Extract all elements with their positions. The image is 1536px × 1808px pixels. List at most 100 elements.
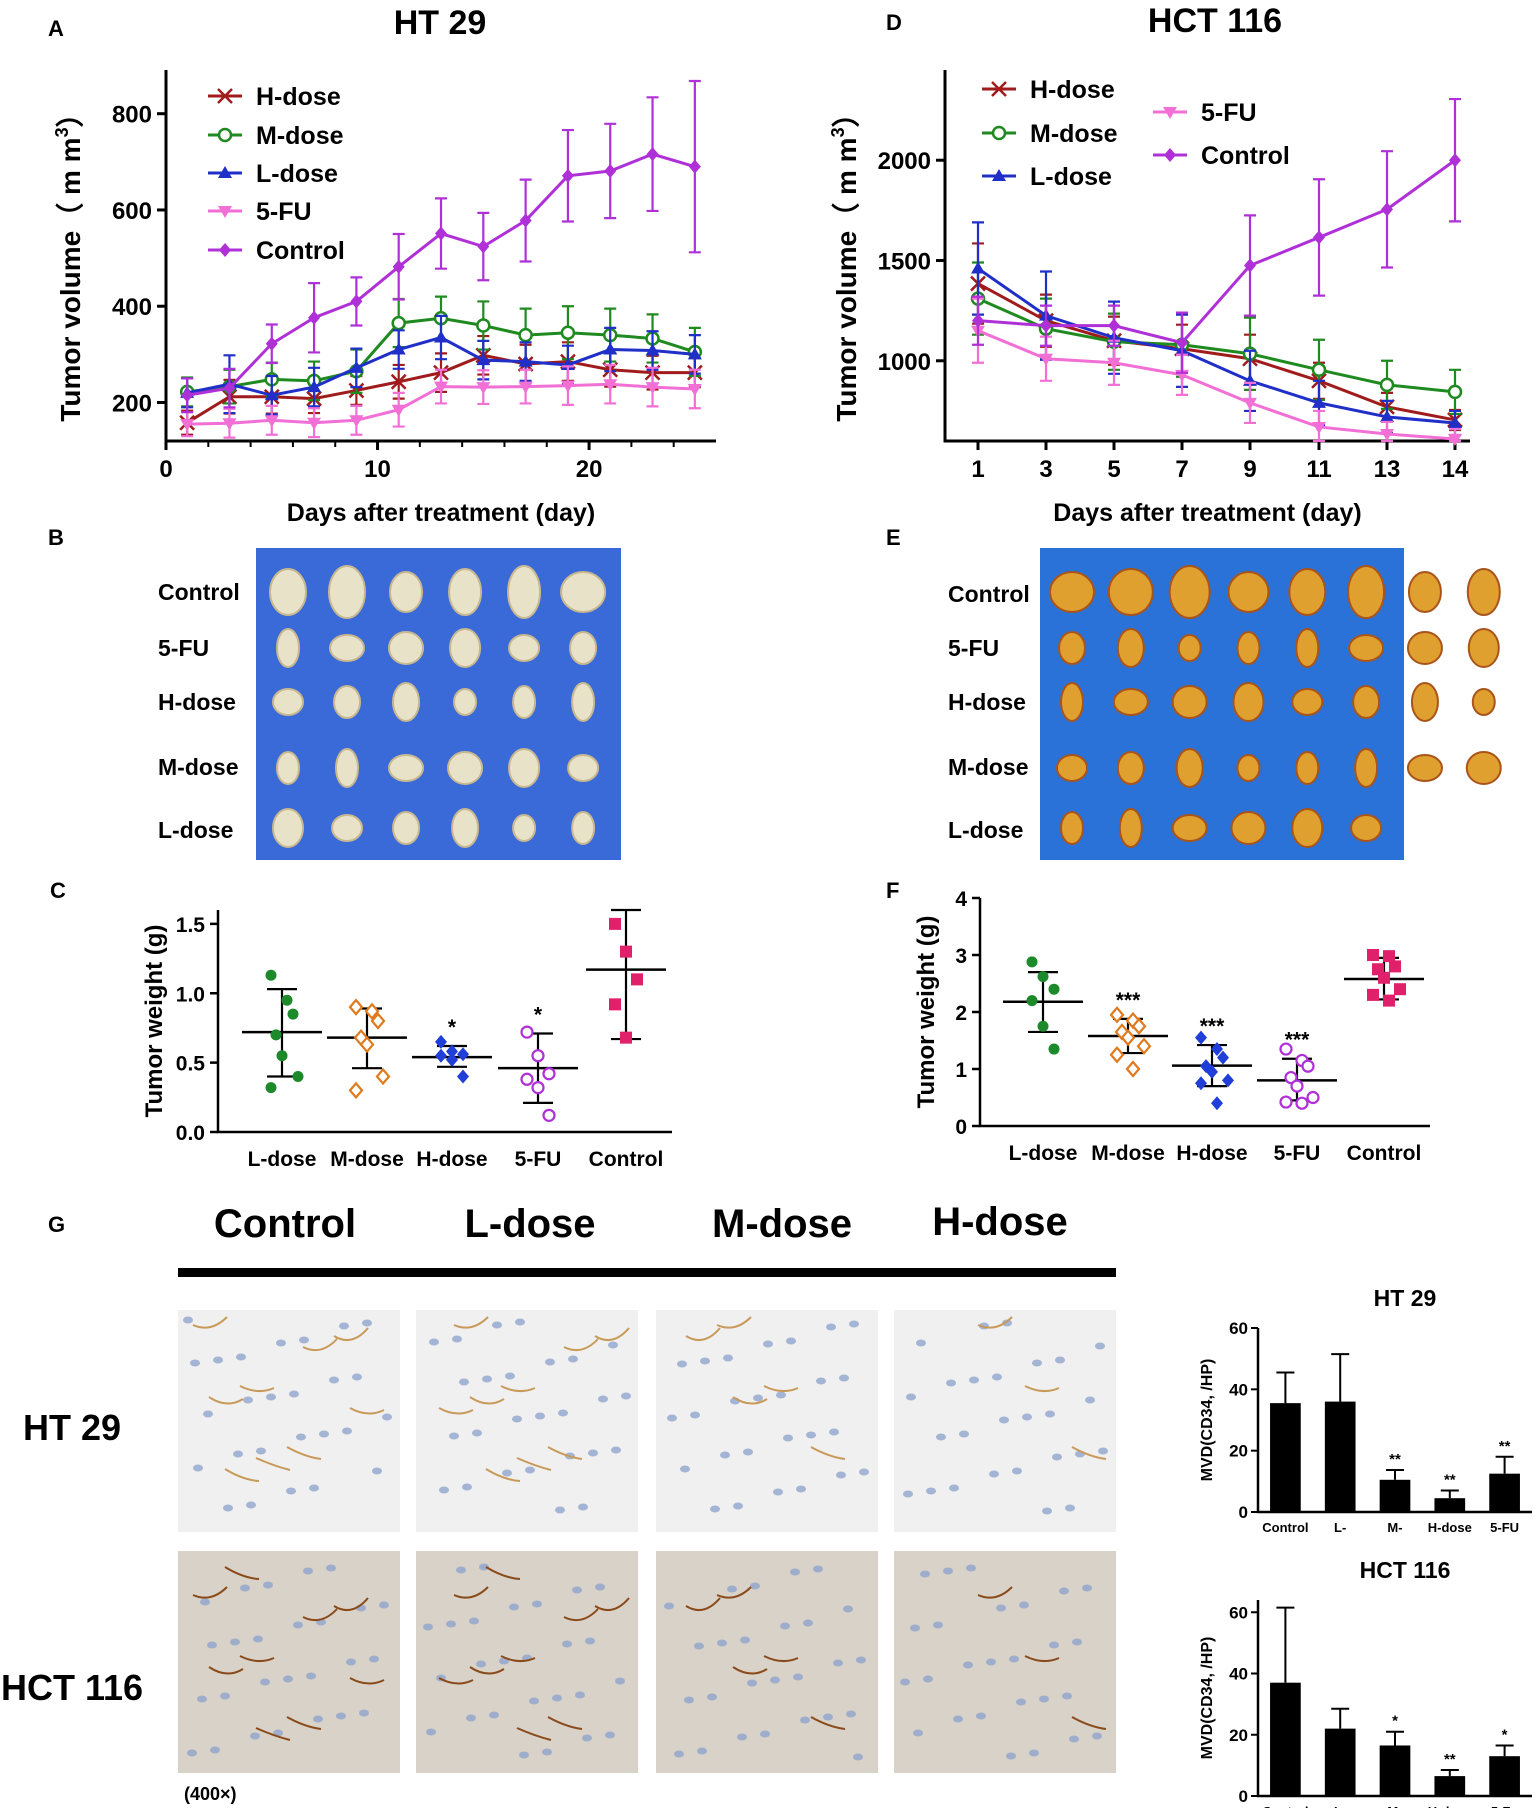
cell-nucleus — [263, 1581, 273, 1589]
cell-nucleus — [976, 1712, 986, 1720]
cell-nucleus — [727, 1585, 737, 1593]
data-point — [1222, 1073, 1234, 1088]
axis-lines — [943, 70, 1470, 443]
tumor-specimen — [1112, 688, 1149, 716]
tumor-specimen — [276, 751, 300, 785]
cell-nucleus — [346, 1658, 356, 1666]
cd34-vessel — [239, 1385, 275, 1392]
data-point — [531, 1080, 545, 1095]
group-m-dose — [327, 998, 407, 1100]
b-row-label: L-dose — [158, 817, 233, 843]
cell-nucleus — [697, 1747, 707, 1755]
cell-nucleus — [505, 1372, 515, 1380]
series-control — [972, 97, 1461, 374]
cell-nucleus — [750, 1582, 760, 1590]
panel-e: Control 5-FU H-dose M-dose L-dose — [948, 548, 1502, 860]
cell-nucleus — [700, 1357, 710, 1365]
tumor-specimen — [329, 634, 366, 662]
x-tick-label: 11 — [1306, 456, 1331, 483]
cell-nucleus — [423, 1623, 433, 1631]
data-point — [1306, 1090, 1320, 1105]
y-tick-label: 2000 — [878, 148, 931, 175]
data-point — [1448, 433, 1462, 446]
e-row-label: M-dose — [948, 754, 1029, 780]
tumor-specimen — [560, 571, 607, 613]
y-tick-label: 0 — [1239, 1787, 1248, 1806]
cell-nucleus — [187, 1749, 197, 1757]
b-row-label: H-dose — [158, 689, 236, 715]
tumor-specimen — [1232, 682, 1265, 722]
chart-g-hct116-mvd: HCT 116 0 20 40 60 MVD(CD34, /HP) Control L- * M-… — [1199, 1557, 1532, 1808]
data-point — [620, 1031, 632, 1044]
cell-nucleus — [585, 1637, 595, 1645]
cell-nucleus — [342, 1427, 352, 1435]
cd34-vessel — [594, 1597, 630, 1612]
cell-nucleus — [786, 1337, 796, 1345]
y-axis-label-superscript: 3 — [52, 127, 72, 137]
cell-nucleus — [760, 1730, 770, 1738]
ht29-tumor-specimens — [269, 565, 607, 848]
cd34-vessel — [469, 1396, 505, 1405]
x-tick-label: L-dose — [1009, 1142, 1078, 1165]
e-row-label: Control — [948, 581, 1030, 607]
group-m-dose: *** — [1088, 989, 1168, 1078]
data-point — [457, 1047, 469, 1062]
data-point — [348, 998, 364, 1016]
tumor-specimen — [1116, 628, 1145, 668]
y-tick-label: 0 — [955, 1116, 967, 1139]
cd34-vessel — [732, 1666, 768, 1675]
cell-nucleus — [595, 1583, 605, 1591]
bar — [1379, 1479, 1411, 1512]
x-tick-label: M- — [1387, 1520, 1402, 1535]
bar — [1489, 1756, 1520, 1796]
cell-nucleus — [572, 1586, 582, 1594]
x-tick-label: 13 — [1374, 456, 1401, 483]
cell-nucleus — [966, 1564, 976, 1572]
cell-nucleus — [853, 1753, 863, 1761]
tumor-specimen — [512, 685, 537, 719]
legend-marker — [218, 166, 232, 178]
data-point — [264, 388, 279, 401]
data-point — [181, 388, 194, 403]
g-header-bar — [178, 1268, 1116, 1277]
cell-nucleus — [1032, 1359, 1042, 1367]
cell-nucleus — [236, 1353, 246, 1361]
x-tick-label: H-dose — [1428, 1804, 1472, 1808]
data-point — [971, 261, 985, 274]
axis-lines — [978, 898, 1430, 1128]
tumor-specimen — [1230, 811, 1267, 845]
data-point — [276, 1050, 288, 1062]
cell-nucleus — [439, 1486, 449, 1494]
data-point — [1108, 318, 1120, 333]
cell-nucleus — [936, 1433, 946, 1441]
cell-nucleus — [933, 1621, 943, 1629]
cell-nucleus — [743, 1448, 753, 1456]
cell-nucleus — [197, 1695, 207, 1703]
error-bar — [1495, 1455, 1514, 1474]
data-point — [1380, 428, 1394, 441]
y-axis-label: MVD(CD34, /HP) — [1199, 1637, 1216, 1760]
cell-nucleus — [953, 1715, 963, 1723]
series-line — [977, 159, 1456, 345]
cell-nucleus — [1082, 1584, 1092, 1592]
data-point — [1379, 377, 1395, 393]
data-point — [1206, 1064, 1218, 1079]
cell-nucleus — [690, 1411, 700, 1419]
y-tick-label: 3 — [955, 945, 967, 968]
panel-letter-e: E — [886, 525, 901, 550]
data-point — [1195, 1076, 1207, 1091]
cell-nucleus — [910, 1624, 920, 1632]
data-point — [1383, 994, 1395, 1007]
data-point — [390, 373, 407, 390]
error-bar — [1386, 1468, 1404, 1480]
cd34-vessel — [685, 1597, 721, 1612]
cell-nucleus — [303, 1567, 313, 1575]
cell-nucleus — [466, 1714, 476, 1722]
cell-nucleus — [723, 1354, 733, 1362]
cell-nucleus — [969, 1376, 979, 1384]
cell-nucleus — [489, 1711, 499, 1719]
cell-nucleus — [615, 1677, 625, 1685]
tumor-specimen — [449, 628, 482, 668]
cell-nucleus — [542, 1748, 552, 1756]
